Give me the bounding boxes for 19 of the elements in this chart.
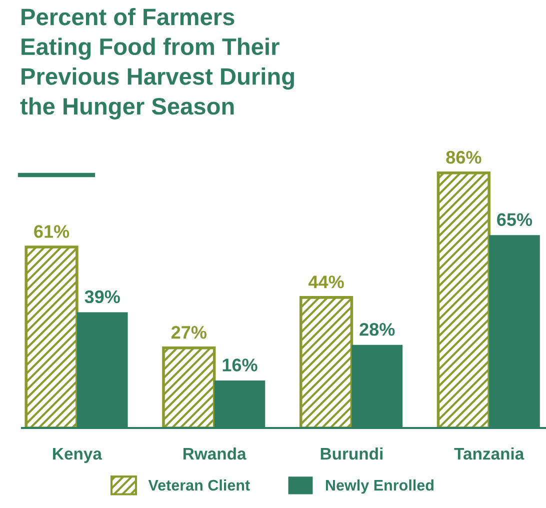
data-label: 27% [171,326,207,339]
chart-title: Percent of Farmers Eating Food from Their Previous Harvest During the Hunger Season [20,8,294,120]
bar [162,346,216,428]
legend-label: Veteran Client [148,479,250,491]
legend-label: Newly Enrolled [326,479,434,494]
data-label: 65% [497,213,532,226]
bar [436,171,490,428]
x-tick-label: Kenya [53,448,102,463]
bar [24,246,78,428]
x-tick-label: Rwanda [183,447,246,460]
bar [299,296,354,428]
data-label: 28% [360,323,395,336]
data-label: 44% [308,276,344,288]
data-label: 16% [222,358,258,372]
data-label: 39% [84,290,120,304]
x-tick-label: Tanzania [454,447,524,460]
data-label: 86% [446,150,482,164]
data-label: 61% [34,225,70,238]
x-tick-label: Burundi [320,447,382,460]
